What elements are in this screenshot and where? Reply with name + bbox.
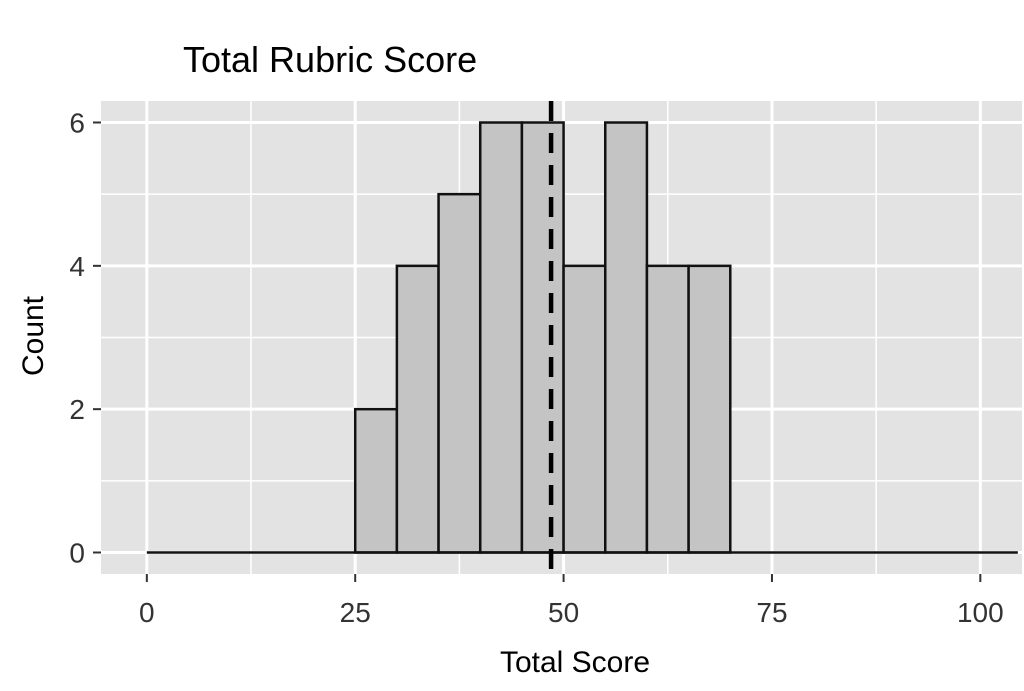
axis-ticks: 0 25 50 75 100 0 2 4 6 — [69, 108, 1003, 629]
y-tick-label: 4 — [69, 251, 85, 282]
histogram-bar — [687, 264, 732, 554]
histogram-bar — [645, 264, 690, 554]
y-tick-label: 0 — [69, 538, 85, 569]
histogram-bar — [395, 264, 440, 554]
histogram-bar — [353, 407, 399, 554]
x-tick-label: 75 — [756, 597, 787, 628]
histogram-bars — [353, 121, 732, 554]
histogram-bar — [478, 121, 524, 554]
histogram-bar — [604, 121, 649, 554]
y-axis-title: Count — [17, 295, 50, 376]
histogram-bar — [520, 121, 565, 554]
x-tick-label: 25 — [340, 597, 371, 628]
y-tick-label: 2 — [69, 394, 85, 425]
chart-title: Total Rubric Score — [183, 39, 477, 80]
x-tick-label: 0 — [139, 597, 155, 628]
x-tick-label: 100 — [957, 597, 1004, 628]
y-tick-label: 6 — [69, 108, 85, 139]
histogram-bar — [562, 264, 607, 554]
x-axis-title: Total Score — [500, 646, 650, 679]
x-tick-label: 50 — [548, 597, 579, 628]
histogram-bar — [437, 192, 482, 554]
